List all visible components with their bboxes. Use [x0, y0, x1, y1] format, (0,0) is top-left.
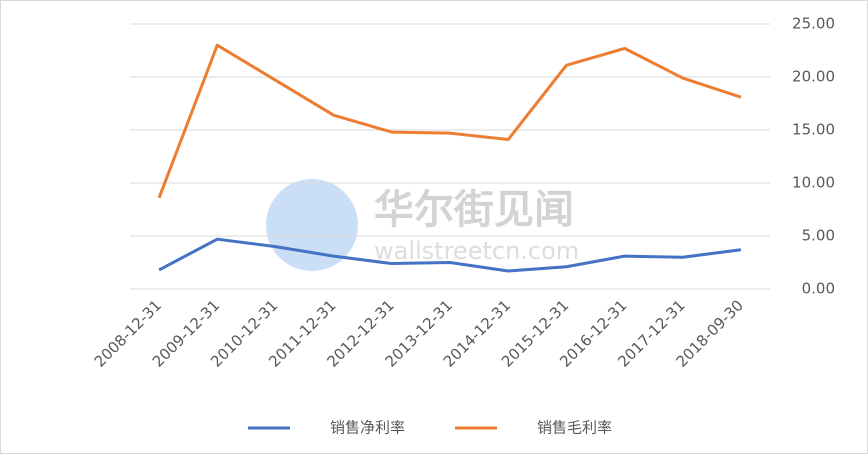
watermark-url: wallstreetcn.com — [374, 237, 579, 265]
legend-label: 销售净利率 — [330, 419, 405, 437]
y-tick-label: 5.00 — [802, 227, 835, 245]
series-line — [158, 237, 742, 273]
series-line — [157, 43, 742, 199]
y-tick-label: 15.00 — [792, 121, 835, 139]
y-tick-label: 20.00 — [792, 68, 835, 86]
watermark-title: 华尔街见闻 — [374, 187, 574, 233]
legend-label: 销售毛利率 — [537, 419, 612, 437]
y-tick-label: 25.00 — [792, 15, 835, 33]
y-tick-label: 0.00 — [802, 280, 835, 298]
watermark: 华尔街见闻 wallstreetcn.com — [266, 179, 579, 271]
y-tick-label: 10.00 — [792, 174, 835, 192]
